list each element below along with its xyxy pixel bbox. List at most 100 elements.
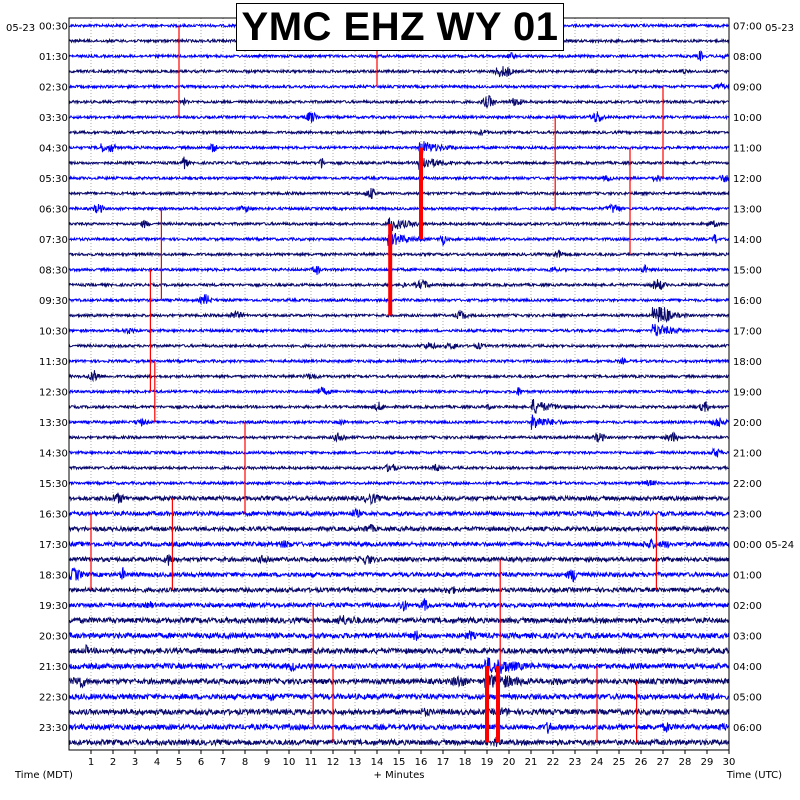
left-time-label: 15:30 bbox=[39, 479, 68, 490]
trace-line bbox=[68, 644, 730, 656]
x-tick-label: 12 bbox=[327, 757, 340, 768]
left-time-label: 22:30 bbox=[39, 693, 68, 704]
x-axis-right-caption: Time (UTC) bbox=[726, 770, 782, 781]
trace-line bbox=[68, 615, 730, 625]
right-time-label: 08:00 bbox=[733, 52, 762, 63]
right-time-label: 23:00 bbox=[733, 510, 762, 521]
right-time-label: 12:00 bbox=[733, 174, 762, 185]
trace-line bbox=[68, 523, 730, 533]
x-tick-label: 14 bbox=[371, 757, 384, 768]
x-tick-label: 29 bbox=[701, 757, 714, 768]
trace-line bbox=[68, 141, 730, 155]
trace-line bbox=[68, 356, 730, 365]
right-time-label: 07:00 bbox=[733, 22, 762, 33]
left-time-label: 04:30 bbox=[39, 144, 68, 155]
trace-line bbox=[68, 508, 730, 519]
trace-line bbox=[68, 537, 730, 549]
left-time-label: 13:30 bbox=[39, 418, 68, 429]
right-time-label: 21:00 bbox=[733, 449, 762, 460]
right-time-label: 13:00 bbox=[733, 205, 762, 216]
x-tick-label: 1 bbox=[88, 757, 94, 768]
x-tick-label: 19 bbox=[481, 757, 494, 768]
trace-line bbox=[68, 721, 730, 734]
trace-line bbox=[68, 174, 730, 183]
x-tick-label: 27 bbox=[657, 757, 670, 768]
left-time-label: 23:30 bbox=[39, 723, 68, 734]
trace-line bbox=[68, 566, 730, 583]
x-tick-label: 3 bbox=[132, 757, 138, 768]
x-tick-label: 10 bbox=[283, 757, 296, 768]
trace-line bbox=[68, 492, 730, 506]
trace-line bbox=[68, 431, 729, 443]
right-time-label: 04:00 bbox=[733, 662, 762, 673]
trace-line bbox=[68, 707, 730, 717]
right-time-label: 09:00 bbox=[733, 83, 762, 94]
trace-line bbox=[68, 341, 730, 351]
x-tick-label: 23 bbox=[569, 757, 582, 768]
trace-line bbox=[68, 414, 730, 430]
right-time-label: 02:00 bbox=[733, 601, 762, 612]
right-time-label: 18:00 bbox=[733, 357, 762, 368]
x-tick-label: 30 bbox=[723, 757, 736, 768]
chart-title-box: YMC EHZ WY 01 bbox=[236, 3, 564, 51]
left-time-label: 07:30 bbox=[39, 235, 68, 246]
trace-line bbox=[68, 231, 730, 246]
x-axis-label: + Minutes bbox=[374, 770, 425, 781]
x-tick-label: 5 bbox=[176, 757, 182, 768]
left-time-label: 11:30 bbox=[39, 357, 68, 368]
right-time-label: 01:00 bbox=[733, 571, 762, 582]
trace-line bbox=[68, 306, 730, 324]
trace-line bbox=[68, 657, 730, 676]
left-time-label: 03:30 bbox=[39, 113, 68, 124]
trace-line bbox=[68, 128, 730, 137]
trace-line bbox=[68, 370, 730, 383]
trace-line bbox=[68, 203, 730, 214]
x-tick-label: 24 bbox=[591, 757, 604, 768]
trace-line bbox=[68, 447, 730, 458]
x-tick-label: 2 bbox=[110, 757, 116, 768]
trace-line bbox=[68, 692, 730, 702]
right-time-label: 17:00 bbox=[733, 327, 762, 338]
right-time-label: 20:00 bbox=[733, 418, 762, 429]
clip-layer bbox=[90, 25, 664, 743]
label-layer: 1 2 3 4 5 6 7 8 9 10 11 12 13 14 15 16 17 18 19 20 21 22 23 24 2… bbox=[6, 22, 794, 781]
left-time-label: 08:30 bbox=[39, 266, 68, 277]
right-time-label: 03:00 bbox=[733, 632, 762, 643]
chart-title: YMC EHZ WY 01 bbox=[241, 4, 559, 49]
x-tick-label: 28 bbox=[679, 757, 692, 768]
trace-line bbox=[68, 630, 730, 641]
left-time-label: 06:30 bbox=[39, 205, 68, 216]
x-tick-label: 11 bbox=[305, 757, 318, 768]
x-tick-label: 25 bbox=[613, 757, 626, 768]
left-time-label: 16:30 bbox=[39, 510, 68, 521]
right-time-label: 15:00 bbox=[733, 266, 762, 277]
trace-line bbox=[68, 673, 730, 691]
trace-line bbox=[68, 50, 730, 62]
trace-line bbox=[68, 249, 730, 258]
trace-line bbox=[68, 264, 730, 275]
left-time-label: 00:30 bbox=[39, 22, 68, 33]
date-left-label: 05-23 bbox=[6, 23, 35, 34]
trace-line bbox=[68, 386, 730, 396]
left-time-label: 21:30 bbox=[39, 662, 68, 673]
x-tick-label: 15 bbox=[393, 757, 406, 768]
right-time-label: 05:00 bbox=[733, 693, 762, 704]
trace-line bbox=[68, 294, 730, 306]
trace-line bbox=[68, 278, 730, 290]
trace-line bbox=[68, 736, 730, 747]
grid-layer bbox=[90, 18, 708, 750]
date-right-label: 05-23 bbox=[765, 23, 794, 34]
x-tick-label: 13 bbox=[349, 757, 362, 768]
right-time-label: 11:00 bbox=[733, 144, 762, 155]
left-time-label: 18:30 bbox=[39, 571, 68, 582]
trace-line bbox=[68, 554, 730, 566]
axis-layer bbox=[68, 17, 730, 754]
x-tick-label: 18 bbox=[459, 757, 472, 768]
left-time-label: 10:30 bbox=[39, 327, 68, 338]
left-time-label: 02:30 bbox=[39, 83, 68, 94]
right-time-label: 16:00 bbox=[733, 296, 762, 307]
x-tick-label: 20 bbox=[503, 757, 516, 768]
x-tick-label: 9 bbox=[264, 757, 270, 768]
trace-line bbox=[68, 110, 730, 123]
